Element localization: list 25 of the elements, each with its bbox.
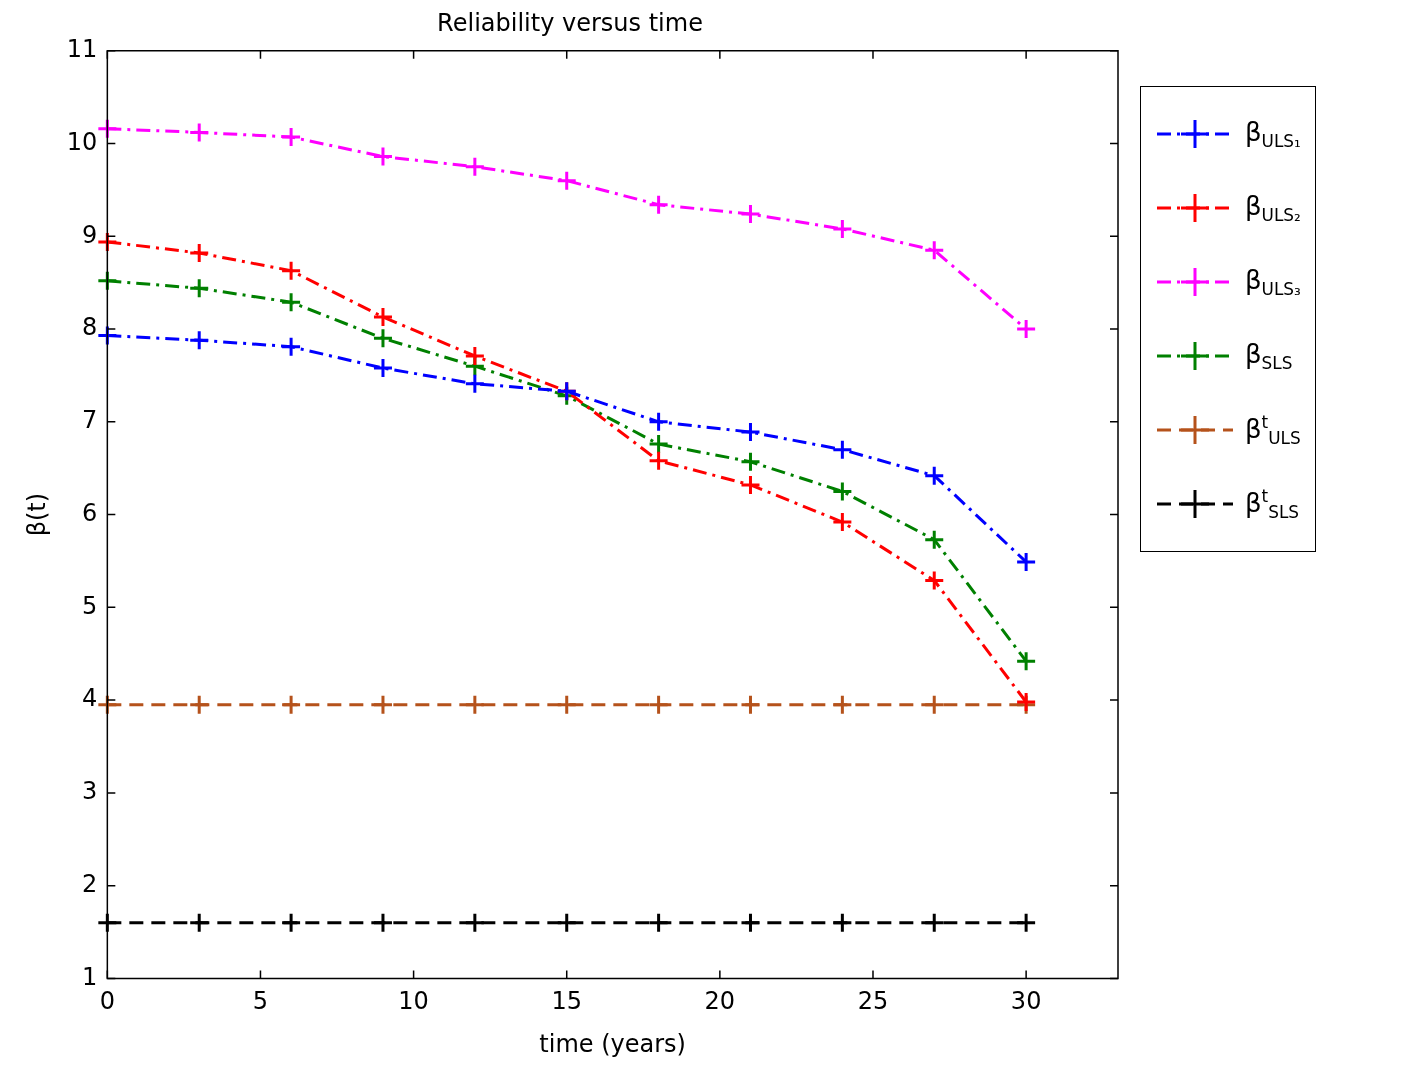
y-tick-label: 4 [82, 684, 98, 713]
y-tick-label: 6 [82, 498, 98, 527]
y-axis-title: β(t) [22, 492, 51, 537]
legend-label: β$_{ULS₁}$ [1245, 116, 1301, 152]
y-tick-label: 3 [82, 777, 98, 806]
x-tick-label: 20 [704, 987, 736, 1016]
y-tick-label: 2 [82, 869, 98, 898]
y-tick-label: 9 [82, 220, 98, 249]
y-tick-label: 10 [66, 127, 98, 156]
y-tick-label: 8 [82, 313, 98, 342]
legend-label: β$_{SLS}$ [1245, 338, 1293, 374]
x-tick-label: 15 [551, 987, 582, 1016]
y-tick-label: 11 [66, 35, 98, 64]
y-tick-label: 5 [82, 591, 98, 620]
y-tick-label: 7 [82, 406, 98, 435]
x-tick-label: 30 [1010, 987, 1042, 1016]
x-axis-title: time (years) [539, 1029, 686, 1058]
legend-label: β$_{ULS₂}$ [1245, 190, 1301, 226]
x-tick-label: 25 [857, 987, 889, 1016]
x-tick-label: 0 [99, 987, 115, 1016]
chart-title: Reliability versus time [437, 8, 703, 37]
x-tick-label: 5 [252, 987, 269, 1016]
y-tick-label: 1 [82, 962, 98, 991]
legend-label: β$_{ULS₃}$ [1245, 264, 1301, 300]
x-tick-label: 10 [398, 987, 429, 1016]
